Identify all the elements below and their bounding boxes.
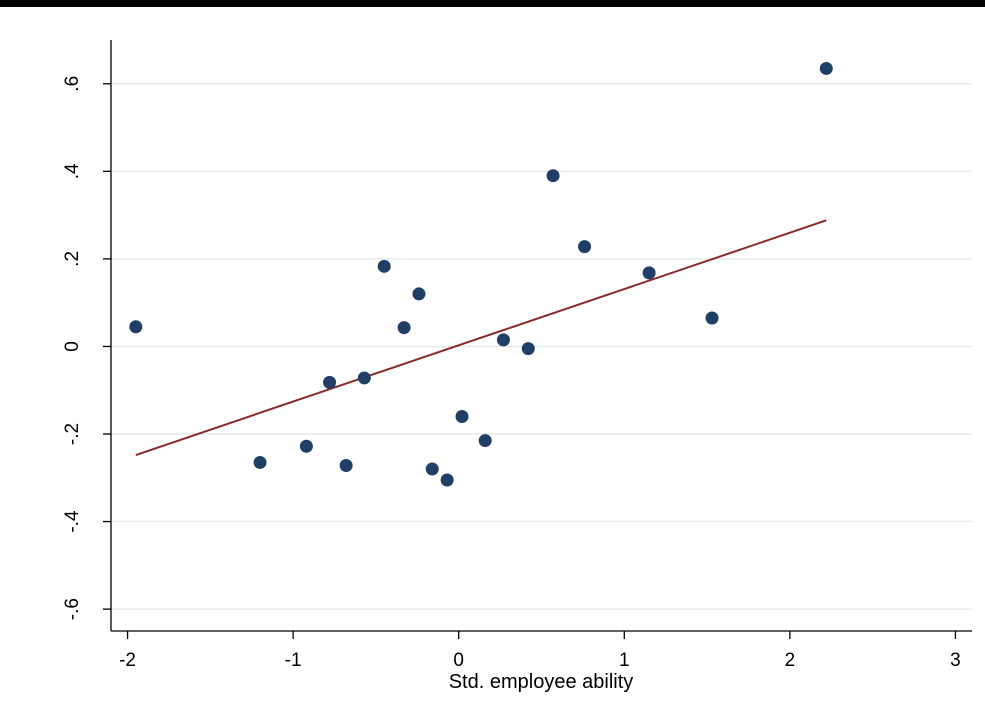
scatter-point [323,375,337,389]
scatter-point [377,259,391,273]
x-axis-title: Std. employee ability [449,671,634,693]
chart-background [0,7,985,721]
fit-line [135,219,827,456]
y-tick-label: -.2 [62,423,83,445]
grid-layer [111,83,972,610]
scatter-chart: -.6 -.4 -.2 0 .2 .4 .6 -2 -1 0 1 2 3 Std. employee a… [0,7,985,721]
scatter-point [478,434,492,448]
scatter-point [412,287,426,301]
y-tick-label: .4 [62,163,83,179]
axis-layer: -.6 -.4 -.2 0 .2 .4 .6 -2 -1 0 1 2 3 [62,40,972,671]
scatter-point [521,342,535,356]
scatter-point [819,61,833,75]
fit-line-layer [135,219,827,456]
scatter-point [455,409,469,423]
scatter-point [496,333,510,347]
y-tick-label: -.6 [62,598,83,620]
y-tick-label: -.4 [62,510,83,533]
scatter-point [546,169,560,183]
x-tick-label: 1 [619,650,630,671]
scatter-point [357,371,371,385]
scatter-point [339,459,353,473]
y-tick-label: .2 [62,251,83,267]
x-tick-label: 0 [453,650,464,671]
y-tick-label: .6 [62,76,83,92]
scatter-point [425,462,439,476]
scatter-point [705,311,719,325]
y-tick-label: 0 [62,341,83,352]
scatter-point [299,439,313,453]
x-tick-label: -1 [285,650,302,671]
scatter-point [578,240,592,254]
scatter-point [642,266,656,280]
scatter-points-layer [129,61,833,487]
scatter-point [397,321,411,335]
x-tick-label: 3 [950,650,961,671]
x-tick-label: 2 [785,650,796,671]
scatter-point [253,455,267,469]
scatter-point [129,320,143,334]
scatter-point [440,473,454,487]
chart-frame: -.6 -.4 -.2 0 .2 .4 .6 -2 -1 0 1 2 3 Std. employee a… [0,7,985,721]
x-tick-label: -2 [119,650,136,671]
